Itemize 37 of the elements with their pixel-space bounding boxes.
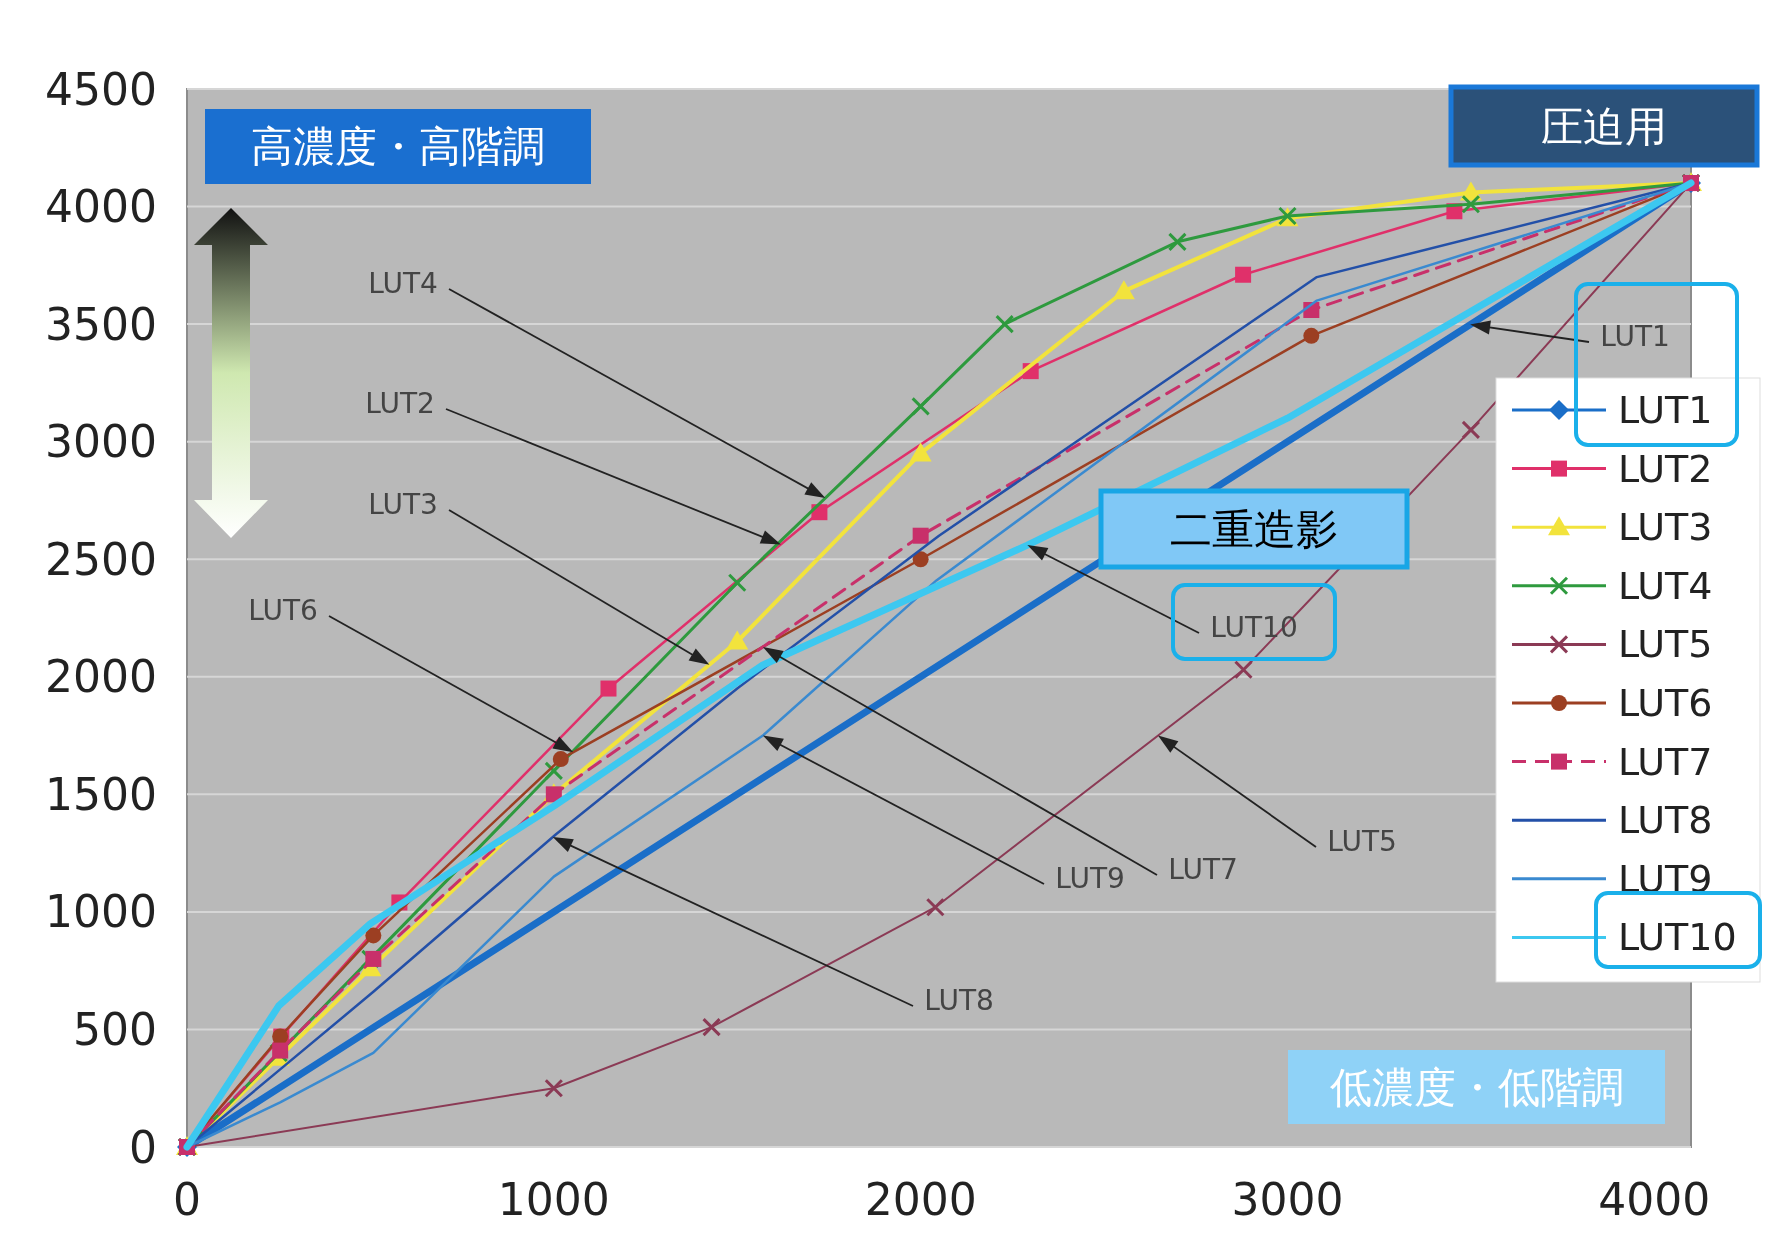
y-tick-label: 0: [129, 1121, 157, 1173]
y-tick-label: 2000: [45, 651, 157, 703]
annotation: LUT9: [1055, 861, 1125, 895]
x-tick-label: 0: [173, 1174, 201, 1225]
annotation: LUT2: [365, 386, 435, 420]
legend-label: LUT6: [1618, 681, 1713, 725]
annotation: 高濃度・高階調: [251, 122, 545, 171]
y-tick-label: 4500: [45, 63, 157, 115]
x-tick-label: 3000: [1231, 1174, 1344, 1225]
annotation: LUT8: [924, 983, 994, 1017]
annotation: LUT1: [1600, 319, 1670, 353]
y-tick-label: 4000: [45, 181, 157, 233]
y-tick-label: 3000: [45, 416, 157, 468]
y-tick-label: 500: [73, 1003, 157, 1055]
annotation: LUT3: [368, 487, 438, 521]
annotation: 二重造影: [1170, 504, 1338, 554]
x-tick-label: 1000: [497, 1174, 610, 1225]
x-tick-label: 2000: [864, 1174, 977, 1225]
x-tick-label: 4000: [1598, 1174, 1711, 1225]
annotation: LUT6: [248, 593, 318, 627]
annotation: LUT4: [368, 266, 438, 300]
legend-label: LUT1: [1618, 388, 1713, 432]
legend-label: LUT8: [1618, 798, 1713, 843]
legend-label: LUT7: [1618, 739, 1713, 784]
legend-label: LUT3: [1618, 505, 1713, 550]
legend-label: LUT10: [1618, 915, 1737, 960]
y-tick-label: 1000: [45, 886, 157, 938]
annotation: LUT7: [1168, 852, 1238, 886]
annotation: 低濃度・低階調: [1329, 1062, 1624, 1112]
annotation: 圧迫用: [1541, 101, 1667, 151]
legend-label: LUT2: [1618, 446, 1713, 491]
annotation: LUT5: [1327, 824, 1397, 858]
y-tick-label: 2500: [45, 533, 157, 585]
legend-label: LUT5: [1618, 622, 1713, 667]
y-tick-label: 1500: [45, 768, 157, 820]
legend-label: LUT4: [1618, 563, 1713, 608]
y-tick-label: 3500: [45, 298, 157, 350]
